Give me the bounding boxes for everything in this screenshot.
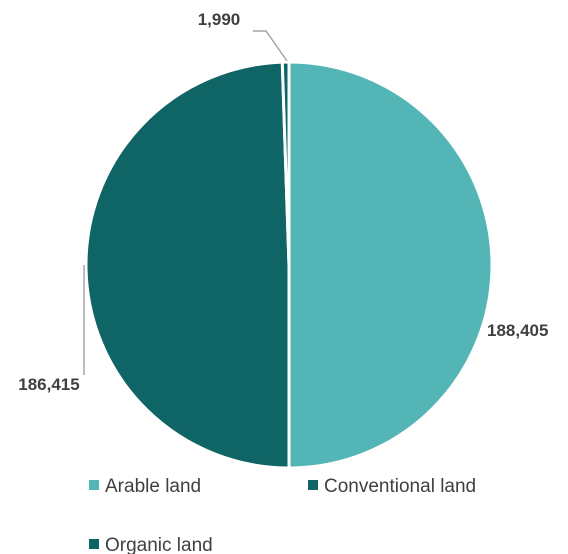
legend-label-organic-land: Organic land — [105, 535, 213, 554]
legend-swatch-conventional-land — [308, 480, 318, 490]
legend-label-arable-land: Arable land — [105, 476, 201, 497]
legend: Arable land Conventional land Organic land — [89, 476, 476, 554]
leader-line-organic-land — [253, 31, 287, 61]
pie-slice-arable-land — [289, 62, 492, 468]
data-label-organic-land: 1,990 — [198, 10, 241, 29]
legend-label-conventional-land: Conventional land — [324, 476, 476, 497]
data-label-arable-land: 188,405 — [487, 321, 548, 340]
legend-item-conventional-land: Conventional land — [308, 476, 476, 497]
data-label-conventional-land: 186,415 — [18, 375, 79, 394]
pie-slice-conventional-land — [86, 62, 289, 468]
legend-item-arable-land: Arable land — [89, 476, 201, 497]
legend-swatch-organic-land — [89, 539, 99, 549]
legend-swatch-arable-land — [89, 480, 99, 490]
legend-item-organic-land: Organic land — [89, 535, 213, 554]
pie-slices — [86, 62, 492, 468]
